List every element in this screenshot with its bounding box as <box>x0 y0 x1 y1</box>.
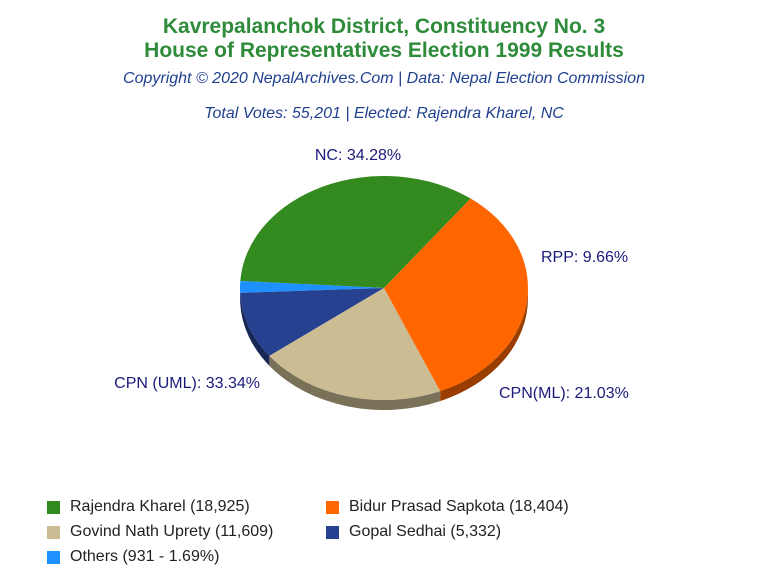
pie-slice-others <box>240 280 384 293</box>
legend-swatch <box>47 525 60 539</box>
legend-label: Others (931 - 1.69%) <box>70 548 220 565</box>
pie-side-rpp <box>240 292 270 366</box>
legend-label: Bidur Prasad Sapkota (18,404) <box>349 498 569 515</box>
legend-swatch <box>47 550 60 564</box>
pie-side-cpn-uml- <box>440 288 528 402</box>
legend-label: Gopal Sedhai (5,332) <box>349 523 502 540</box>
legend-item: Govind Nath Uprety (11,609) <box>47 523 273 541</box>
slice-label-nc: NC: 34.28% <box>315 147 401 164</box>
legend-item: Gopal Sedhai (5,332) <box>326 523 501 541</box>
legend-item: Others (931 - 1.69%) <box>47 548 219 566</box>
pie-slice-cpn-uml- <box>384 198 528 392</box>
slice-label-cpn-ml-: CPN(ML): 21.03% <box>499 385 629 402</box>
legend-label: Rajendra Kharel (18,925) <box>70 498 250 515</box>
legend-swatch <box>47 500 60 514</box>
pie-slice-cpn-ml- <box>269 288 441 400</box>
pie-side-cpn-ml- <box>269 355 441 410</box>
chart-title-line2: House of Representatives Election 1999 R… <box>144 39 624 62</box>
pie-slice-nc <box>240 176 471 288</box>
legend-swatch <box>326 525 339 539</box>
slice-label-cpn-uml-: CPN (UML): 33.34% <box>114 375 260 392</box>
slice-label-rpp: RPP: 9.66% <box>541 249 628 266</box>
legend-item: Rajendra Kharel (18,925) <box>47 498 250 516</box>
legend-label: Govind Nath Uprety (11,609) <box>70 523 274 540</box>
chart-title-line1: Kavrepalanchok District, Constituency No… <box>162 15 606 38</box>
copyright-text: Copyright © 2020 NepalArchives.Com | Dat… <box>123 70 645 87</box>
election-summary: Total Votes: 55,201 | Elected: Rajendra … <box>204 105 564 122</box>
pie-slice-rpp <box>240 288 384 356</box>
legend-item: Bidur Prasad Sapkota (18,404) <box>326 498 569 516</box>
legend-swatch <box>326 500 339 514</box>
